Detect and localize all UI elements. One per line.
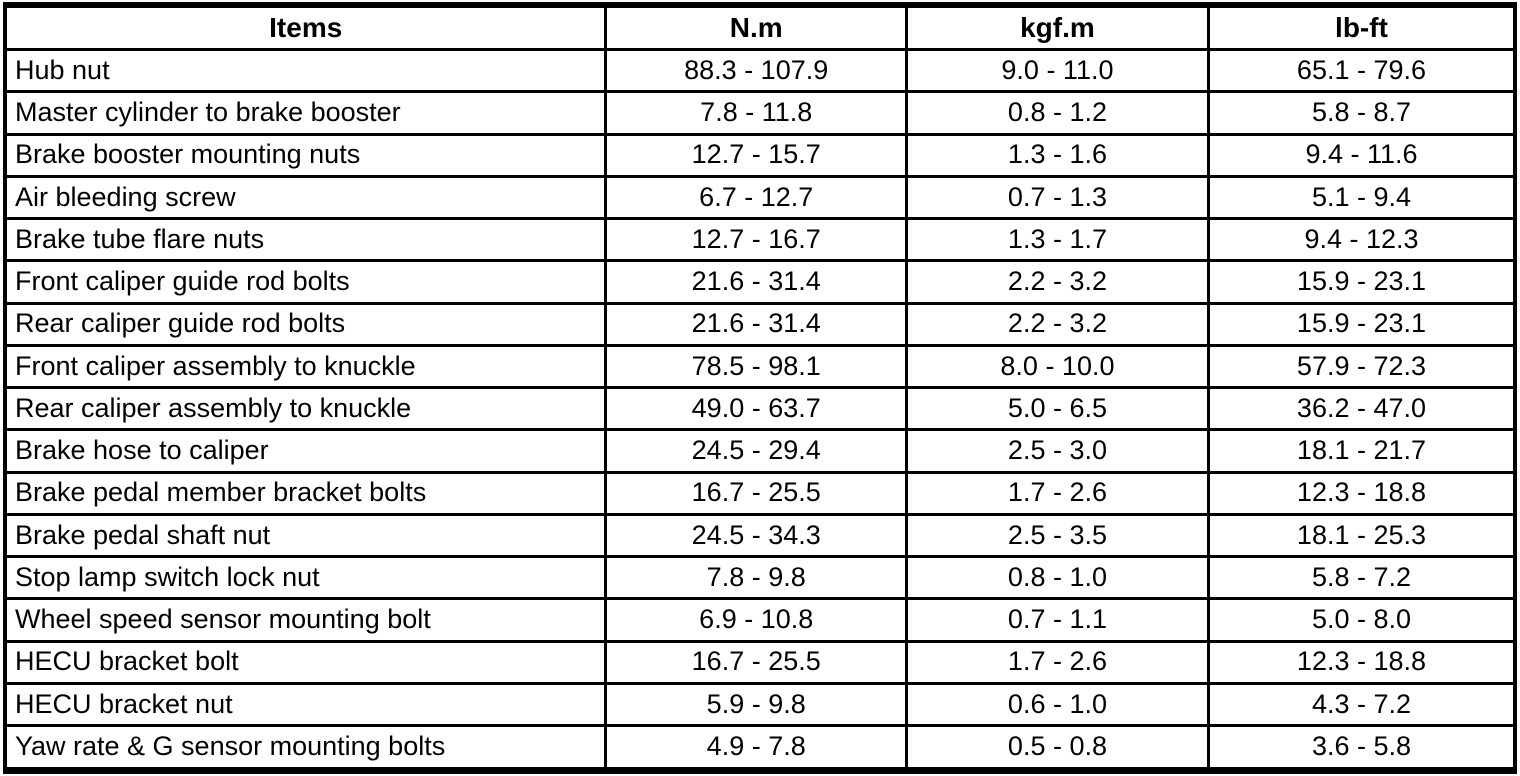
item-cell: Brake booster mounting nuts <box>3 132 608 178</box>
table-body: Hub nut 88.3 - 107.9 9.0 - 11.0 65.1 - 79.6… <box>3 47 1517 772</box>
table-row: Front caliper assembly to knuckle 78.5 - … <box>3 343 1517 390</box>
table-row: Brake pedal shaft nut 24.5 - 34.3 2.5 - 3.… <box>3 512 1517 559</box>
item-cell: Wheel speed sensor mounting bolt <box>3 597 608 643</box>
nm-value-cell: 24.5 - 34.3 <box>604 512 908 559</box>
kgfm-value-cell: 0.7 - 1.3 <box>904 174 1210 221</box>
item-cell: Brake pedal member bracket bolts <box>3 470 608 516</box>
item-cell: Brake tube flare nuts <box>3 216 608 263</box>
kgfm-value-cell: 2.5 - 3.0 <box>904 428 1210 474</box>
torque-spec-table: Items N.m kgf.m lb-ft Hub nut 88.3 - 107.… <box>3 2 1517 774</box>
table-row: HECU bracket nut 5.9 - 9.8 0.6 - 1.0 4.3 - … <box>3 681 1517 728</box>
nm-value-cell: 49.0 - 63.7 <box>604 385 908 432</box>
item-cell: Rear caliper guide rod bolts <box>3 301 608 347</box>
table-row: Rear caliper assembly to knuckle 49.0 - 6… <box>3 385 1517 432</box>
table-row: Master cylinder to brake booster 7.8 - 11… <box>3 90 1517 136</box>
table-row: Brake hose to caliper 24.5 - 29.4 2.5 - 3.… <box>3 428 1517 474</box>
lbft-value-cell: 12.3 - 18.8 <box>1206 470 1517 516</box>
kgfm-value-cell: 1.3 - 1.6 <box>904 132 1210 178</box>
lbft-value-cell: 57.9 - 72.3 <box>1206 343 1517 390</box>
kgfm-value-cell: 0.8 - 1.2 <box>904 90 1210 136</box>
item-cell: Master cylinder to brake booster <box>3 90 608 136</box>
nm-value-cell: 16.7 - 25.5 <box>604 470 908 516</box>
lbft-value-cell: 5.8 - 8.7 <box>1206 90 1517 136</box>
kgfm-value-cell: 9.0 - 11.0 <box>904 47 1210 94</box>
kgfm-value-cell: 5.0 - 6.5 <box>904 385 1210 432</box>
table-row: Brake pedal member bracket bolts 16.7 - 2… <box>3 470 1517 516</box>
table-row: Wheel speed sensor mounting bolt 6.9 - 10… <box>3 597 1517 643</box>
lbft-value-cell: 15.9 - 23.1 <box>1206 301 1517 347</box>
nm-value-cell: 4.9 - 7.8 <box>604 724 908 772</box>
kgfm-value-cell: 2.2 - 3.2 <box>904 301 1210 347</box>
lbft-value-cell: 18.1 - 25.3 <box>1206 512 1517 559</box>
table-row: Rear caliper guide rod bolts 21.6 - 31.4 2… <box>3 301 1517 347</box>
item-cell: Front caliper assembly to knuckle <box>3 343 608 390</box>
lbft-value-cell: 4.3 - 7.2 <box>1206 681 1517 728</box>
kgfm-value-cell: 0.8 - 1.0 <box>904 554 1210 601</box>
nm-value-cell: 88.3 - 107.9 <box>604 47 908 94</box>
lbft-value-cell: 9.4 - 11.6 <box>1206 132 1517 178</box>
nm-value-cell: 12.7 - 15.7 <box>604 132 908 178</box>
nm-value-cell: 21.6 - 31.4 <box>604 301 908 347</box>
table-row: Air bleeding screw 6.7 - 12.7 0.7 - 1.3 5.1… <box>3 174 1517 221</box>
lbft-value-cell: 18.1 - 21.7 <box>1206 428 1517 474</box>
table-row: Brake tube flare nuts 12.7 - 16.7 1.3 - 1.… <box>3 216 1517 263</box>
kgfm-value-cell: 0.7 - 1.1 <box>904 597 1210 643</box>
nm-value-cell: 5.9 - 9.8 <box>604 681 908 728</box>
item-cell: Front caliper guide rod bolts <box>3 259 608 305</box>
lbft-value-cell: 36.2 - 47.0 <box>1206 385 1517 432</box>
kgfm-value-cell: 2.5 - 3.5 <box>904 512 1210 559</box>
nm-value-cell: 16.7 - 25.5 <box>604 639 908 685</box>
kgfm-value-cell: 8.0 - 10.0 <box>904 343 1210 390</box>
column-header-lbft: lb-ft <box>1206 3 1517 51</box>
lbft-value-cell: 5.0 - 8.0 <box>1206 597 1517 643</box>
header-row: Items N.m kgf.m lb-ft <box>3 3 1517 51</box>
nm-value-cell: 12.7 - 16.7 <box>604 216 908 263</box>
item-cell: Hub nut <box>3 47 608 94</box>
column-header-kgfm: kgf.m <box>904 3 1210 51</box>
nm-value-cell: 78.5 - 98.1 <box>604 343 908 390</box>
column-header-items: Items <box>3 3 608 51</box>
item-cell: Brake pedal shaft nut <box>3 512 608 559</box>
lbft-value-cell: 3.6 - 5.8 <box>1206 724 1517 772</box>
nm-value-cell: 7.8 - 11.8 <box>604 90 908 136</box>
lbft-value-cell: 65.1 - 79.6 <box>1206 47 1517 94</box>
kgfm-value-cell: 1.3 - 1.7 <box>904 216 1210 263</box>
nm-value-cell: 21.6 - 31.4 <box>604 259 908 305</box>
table-row: Brake booster mounting nuts 12.7 - 15.7 1.… <box>3 132 1517 178</box>
table-row: HECU bracket bolt 16.7 - 25.5 1.7 - 2.6 12.… <box>3 639 1517 685</box>
lbft-value-cell: 15.9 - 23.1 <box>1206 259 1517 305</box>
kgfm-value-cell: 1.7 - 2.6 <box>904 470 1210 516</box>
nm-value-cell: 24.5 - 29.4 <box>604 428 908 474</box>
lbft-value-cell: 5.1 - 9.4 <box>1206 174 1517 221</box>
item-cell: Yaw rate & G sensor mounting bolts <box>3 724 608 772</box>
item-cell: Brake hose to caliper <box>3 428 608 474</box>
table-row: Hub nut 88.3 - 107.9 9.0 - 11.0 65.1 - 79.6 <box>3 47 1517 94</box>
kgfm-value-cell: 2.2 - 3.2 <box>904 259 1210 305</box>
table-row: Yaw rate & G sensor mounting bolts 4.9 - … <box>3 724 1517 772</box>
lbft-value-cell: 9.4 - 12.3 <box>1206 216 1517 263</box>
kgfm-value-cell: 0.6 - 1.0 <box>904 681 1210 728</box>
table-row: Front caliper guide rod bolts 21.6 - 31.4… <box>3 259 1517 305</box>
item-cell: Air bleeding screw <box>3 174 608 221</box>
column-header-nm: N.m <box>604 3 908 51</box>
kgfm-value-cell: 0.5 - 0.8 <box>904 724 1210 772</box>
item-cell: HECU bracket nut <box>3 681 608 728</box>
item-cell: Stop lamp switch lock nut <box>3 554 608 601</box>
nm-value-cell: 6.9 - 10.8 <box>604 597 908 643</box>
table-row: Stop lamp switch lock nut 7.8 - 9.8 0.8 - … <box>3 554 1517 601</box>
lbft-value-cell: 5.8 - 7.2 <box>1206 554 1517 601</box>
item-cell: Rear caliper assembly to knuckle <box>3 385 608 432</box>
item-cell: HECU bracket bolt <box>3 639 608 685</box>
lbft-value-cell: 12.3 - 18.8 <box>1206 639 1517 685</box>
kgfm-value-cell: 1.7 - 2.6 <box>904 639 1210 685</box>
nm-value-cell: 6.7 - 12.7 <box>604 174 908 221</box>
nm-value-cell: 7.8 - 9.8 <box>604 554 908 601</box>
